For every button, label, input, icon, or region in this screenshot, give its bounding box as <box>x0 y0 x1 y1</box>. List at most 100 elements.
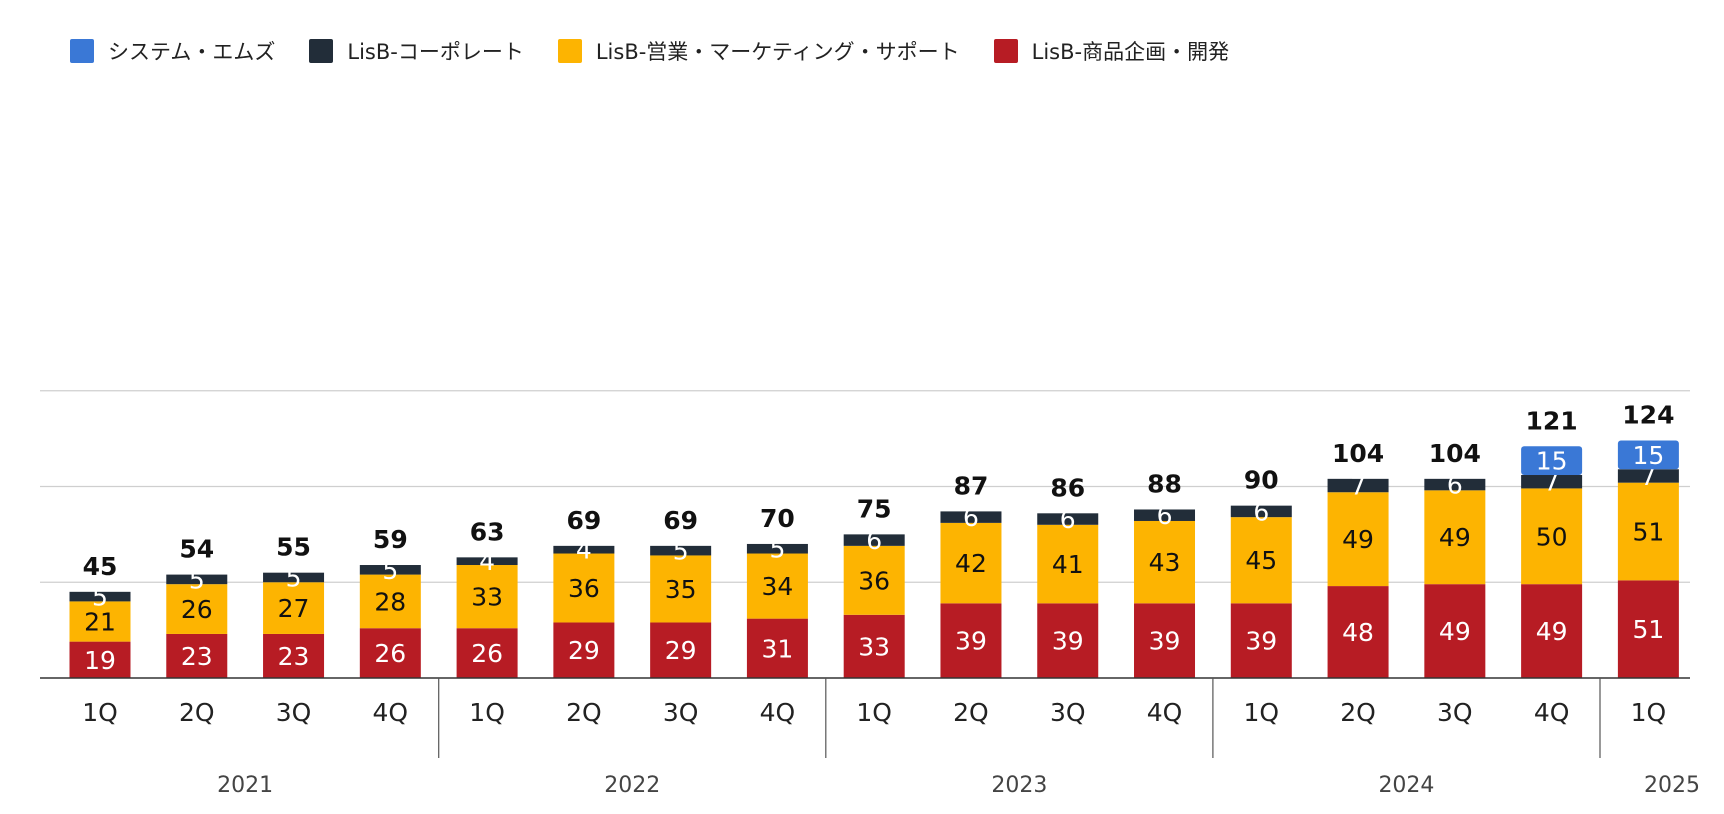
segment-label: 5 <box>769 535 785 564</box>
legend-label: LisB-営業・マーケティング・サポート <box>595 40 960 64</box>
x-tick-label: 3Q <box>1050 698 1086 727</box>
segment-label: 43 <box>1149 548 1181 577</box>
bar-segment <box>359 574 421 629</box>
bar-segment <box>1134 520 1196 604</box>
segment-label: 51 <box>1632 615 1664 644</box>
segment-label: 39 <box>1052 627 1084 656</box>
bar-segment <box>1424 478 1486 491</box>
x-tick-label: 4Q <box>760 698 796 727</box>
segment-label: 5 <box>673 537 689 566</box>
legend-item: システム・エムズ <box>70 36 275 66</box>
legend: システム・エムズ LisB-コーポレート LisB-営業・マーケティング・サポー… <box>70 36 1263 66</box>
bar-segment <box>746 543 808 554</box>
segment-label: 5 <box>286 563 302 592</box>
segment-label: 23 <box>181 642 213 671</box>
total-label: 104 <box>1429 439 1481 468</box>
bar-segment <box>553 553 615 623</box>
bar-segment <box>843 534 905 546</box>
legend-swatch <box>993 39 1018 63</box>
x-tick-label: 2Q <box>566 698 602 727</box>
total-label: 75 <box>857 494 892 523</box>
year-label: 2023 <box>991 773 1047 798</box>
segment-label: 34 <box>762 572 794 601</box>
bar-segment <box>1327 586 1389 678</box>
bar-segment <box>1617 440 1679 470</box>
segment-label: 29 <box>568 636 600 665</box>
segment-label: 41 <box>1052 550 1084 579</box>
segment-label: 39 <box>1245 627 1277 656</box>
legend-label: LisB-コーポレート <box>347 40 524 64</box>
bar-segment <box>650 545 712 556</box>
x-tick-label: 4Q <box>1534 698 1570 727</box>
total-label: 86 <box>1050 473 1085 502</box>
segment-label: 6 <box>866 526 882 555</box>
segment-label: 21 <box>84 608 116 637</box>
bar-segment <box>1424 490 1486 585</box>
bar-segment <box>1230 517 1292 604</box>
total-label: 69 <box>663 506 698 535</box>
segment-label: 19 <box>84 646 116 675</box>
bar-segment <box>746 553 808 619</box>
x-tick-label: 1Q <box>469 698 505 727</box>
bar-segment <box>940 511 1002 523</box>
total-label: 88 <box>1147 469 1182 498</box>
legend-swatch <box>557 39 582 63</box>
bar-segment <box>263 582 325 634</box>
total-label: 87 <box>954 471 989 500</box>
legend-item: LisB-商品企画・開発 <box>993 36 1230 66</box>
segment-label: 6 <box>1253 497 1269 526</box>
segment-label: 15 <box>1632 441 1664 470</box>
x-tick-label: 4Q <box>373 698 409 727</box>
year-label: 2022 <box>604 773 660 798</box>
bar-segment <box>1617 482 1679 581</box>
segment-label: 42 <box>955 549 987 578</box>
bar-segment <box>1424 584 1486 678</box>
bar-segment <box>940 603 1002 678</box>
bar-segment <box>359 565 421 575</box>
bar-segment <box>69 591 131 602</box>
x-tick-label: 1Q <box>856 698 892 727</box>
x-tick-label: 1Q <box>1243 698 1279 727</box>
x-tick-label: 3Q <box>1437 698 1473 727</box>
segment-label: 49 <box>1439 523 1471 552</box>
segment-label: 48 <box>1342 618 1374 647</box>
bar-segment <box>940 522 1002 604</box>
segment-label: 15 <box>1536 447 1568 476</box>
segment-label: 4 <box>576 536 592 565</box>
bar-segment <box>69 601 131 642</box>
bar-segment <box>1327 478 1389 493</box>
segment-label: 4 <box>479 547 495 576</box>
segment-label: 6 <box>1447 471 1463 500</box>
x-tick-label: 1Q <box>82 698 118 727</box>
bar-segment <box>1134 603 1196 678</box>
segment-label: 45 <box>1245 546 1277 575</box>
bar-segment <box>456 628 518 678</box>
segment-label: 39 <box>955 627 987 656</box>
bar-segment <box>553 545 615 554</box>
x-tick-label: 1Q <box>1631 698 1667 727</box>
bar-segment <box>166 633 228 678</box>
segment-label: 49 <box>1439 617 1471 646</box>
x-tick-label: 2Q <box>179 698 215 727</box>
segment-label: 7 <box>1350 472 1366 501</box>
bar-segment <box>263 633 325 678</box>
total-label: 63 <box>470 517 505 546</box>
bar-segment <box>1521 584 1583 678</box>
x-tick-label: 3Q <box>663 698 699 727</box>
segment-label: 35 <box>665 575 697 604</box>
bar-segment <box>553 622 615 678</box>
bar-segment <box>1617 469 1679 483</box>
bar-segment <box>166 574 228 585</box>
bar-segment <box>650 555 712 623</box>
segment-label: 33 <box>858 632 890 661</box>
segment-label: 49 <box>1536 617 1568 646</box>
segment-label: 26 <box>181 595 213 624</box>
total-label: 90 <box>1244 466 1279 495</box>
bar-segment <box>1037 524 1099 604</box>
legend-label: LisB-商品企画・開発 <box>1031 40 1230 64</box>
segment-label: 5 <box>92 583 108 612</box>
total-label: 69 <box>566 506 601 535</box>
legend-label: システム・エムズ <box>108 40 276 64</box>
bar-segment <box>1134 509 1196 521</box>
